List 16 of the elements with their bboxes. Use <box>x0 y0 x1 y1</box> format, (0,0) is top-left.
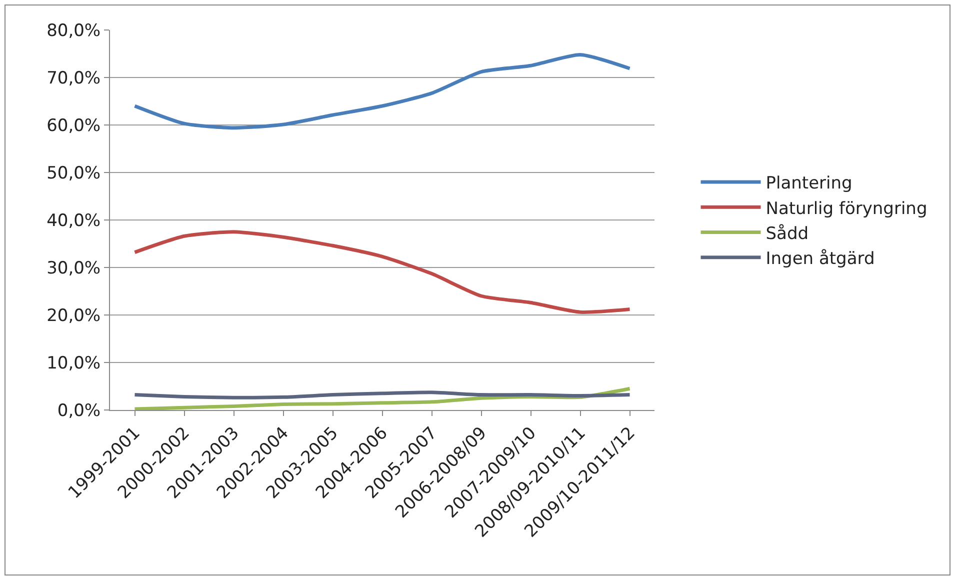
y-tick-label: 80,0% <box>46 20 101 41</box>
y-tick-label: 70,0% <box>46 68 101 88</box>
line-series <box>133 386 632 410</box>
y-tick-label: 50,0% <box>46 163 101 184</box>
line-series <box>133 52 632 130</box>
y-tick-label: 10,0% <box>46 353 101 374</box>
legend-label: Sådd <box>766 224 809 244</box>
line-series <box>133 230 632 314</box>
y-tick-label: 40,0% <box>46 210 101 231</box>
y-tick-label: 0,0% <box>57 400 101 421</box>
legend-label: Naturlig föryngring <box>766 198 928 219</box>
y-tick-label: 20,0% <box>46 306 101 326</box>
y-tick-label: 30,0% <box>46 258 101 278</box>
y-tick-label: 60,0% <box>46 116 101 136</box>
legend-label: Plantering <box>766 174 852 194</box>
legend-label: Ingen åtgärd <box>766 248 875 269</box>
